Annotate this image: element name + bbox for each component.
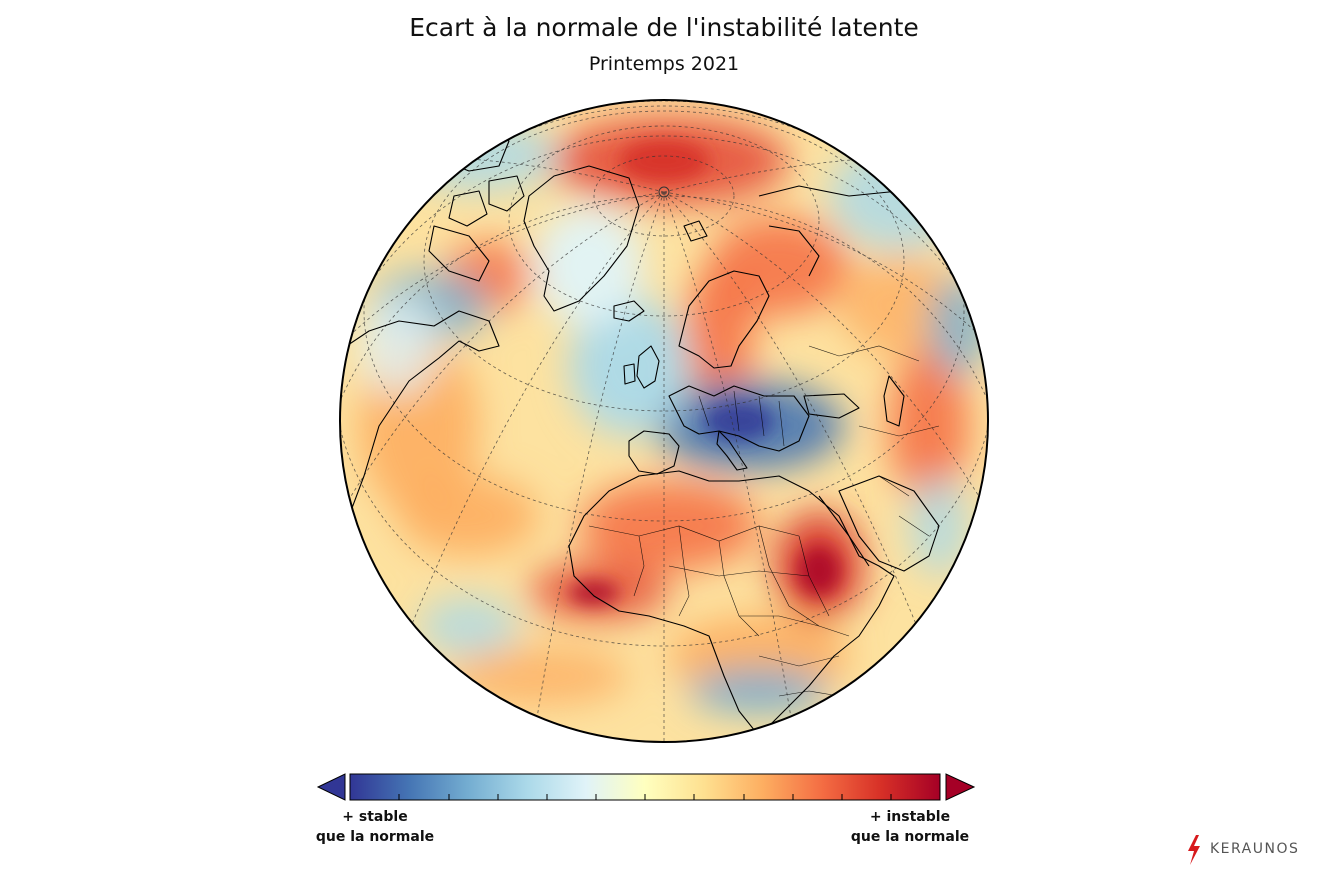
map-title: Ecart à la normale de l'instabilité late…: [409, 13, 919, 42]
globe-outline: [339, 99, 989, 743]
colorbar-right-extension: [945, 773, 976, 801]
colorbar-right-label: + instable que la normale: [840, 807, 980, 847]
colorbar-left-extension: [316, 773, 346, 801]
colorbar-right-label-line2: que la normale: [850, 829, 970, 845]
colorbar: [316, 773, 976, 801]
colorbar-right-label-line1: + instable: [869, 809, 951, 825]
colorbar-left-label-line2: que la normale: [315, 829, 435, 845]
brand-name: KERAUNOS: [1210, 841, 1300, 857]
colorbar-ticks: [398, 794, 892, 800]
north-pole-marker: [658, 186, 670, 198]
anomaly-globe-map: [339, 99, 989, 743]
map-subtitle: Printemps 2021: [588, 53, 740, 75]
anomaly-peaks: [569, 139, 841, 605]
country-borders: [588, 345, 940, 697]
colorbar-left-label-line1: + stable: [342, 809, 408, 825]
lightning-icon: [1188, 835, 1200, 865]
colorbar-left-label: + stable que la normale: [305, 807, 445, 847]
brand-logo: KERAUNOS: [1180, 833, 1320, 867]
anomaly-field: [359, 116, 988, 713]
graticule-lines: [340, 100, 988, 742]
